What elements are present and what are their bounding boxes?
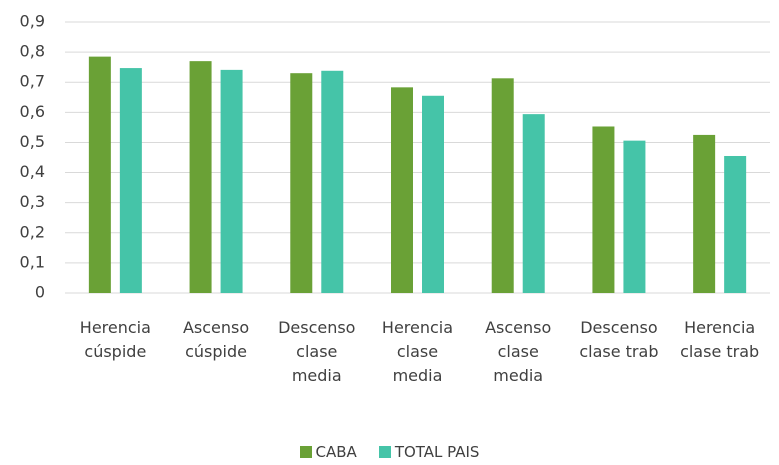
bar bbox=[623, 140, 646, 293]
y-tick-label: 0,1 bbox=[20, 252, 45, 271]
x-tick-label: Herencia clase media bbox=[381, 318, 454, 385]
legend-swatch bbox=[299, 446, 312, 458]
x-tick-label: Descenso clase media bbox=[278, 318, 356, 385]
bar bbox=[491, 78, 514, 294]
y-tick-label: 0,3 bbox=[20, 192, 45, 211]
y-tick-label: 0 bbox=[35, 283, 45, 302]
x-tick-label: Herencia clase trab bbox=[680, 318, 760, 361]
y-tick-label: 0,8 bbox=[20, 42, 45, 61]
y-tick-label: 0,2 bbox=[20, 222, 45, 241]
bar bbox=[189, 61, 212, 294]
y-tick-label: 0,5 bbox=[20, 132, 45, 151]
x-tick-label: Ascenso clase media bbox=[485, 318, 552, 385]
x-tick-label: Descenso clase trab bbox=[579, 318, 659, 361]
bar bbox=[693, 134, 716, 293]
bar bbox=[220, 69, 243, 293]
y-tick-label: 0,4 bbox=[20, 162, 45, 181]
legend-item: TOTAL PAIS bbox=[378, 443, 480, 461]
y-tick-label: 0,9 bbox=[20, 12, 45, 31]
x-tick-label: Ascenso cúspide bbox=[182, 318, 250, 361]
legend-item: CABA bbox=[299, 443, 357, 461]
x-tick-label: Herencia cúspide bbox=[79, 318, 151, 361]
bar bbox=[321, 70, 344, 293]
bar bbox=[391, 87, 413, 293]
bar bbox=[119, 68, 142, 293]
y-tick-label: 0,7 bbox=[20, 72, 45, 91]
legend-label: CABA bbox=[315, 443, 357, 461]
bar bbox=[592, 126, 615, 293]
legend-swatch bbox=[378, 446, 391, 458]
bar bbox=[522, 114, 545, 293]
bar bbox=[290, 73, 313, 293]
bar bbox=[724, 155, 747, 293]
legend: CABA TOTAL PAIS bbox=[0, 443, 779, 461]
y-tick-label: 0,6 bbox=[20, 102, 45, 121]
legend-label: TOTAL PAIS bbox=[394, 443, 480, 461]
bar bbox=[88, 56, 111, 293]
bar bbox=[422, 95, 444, 294]
